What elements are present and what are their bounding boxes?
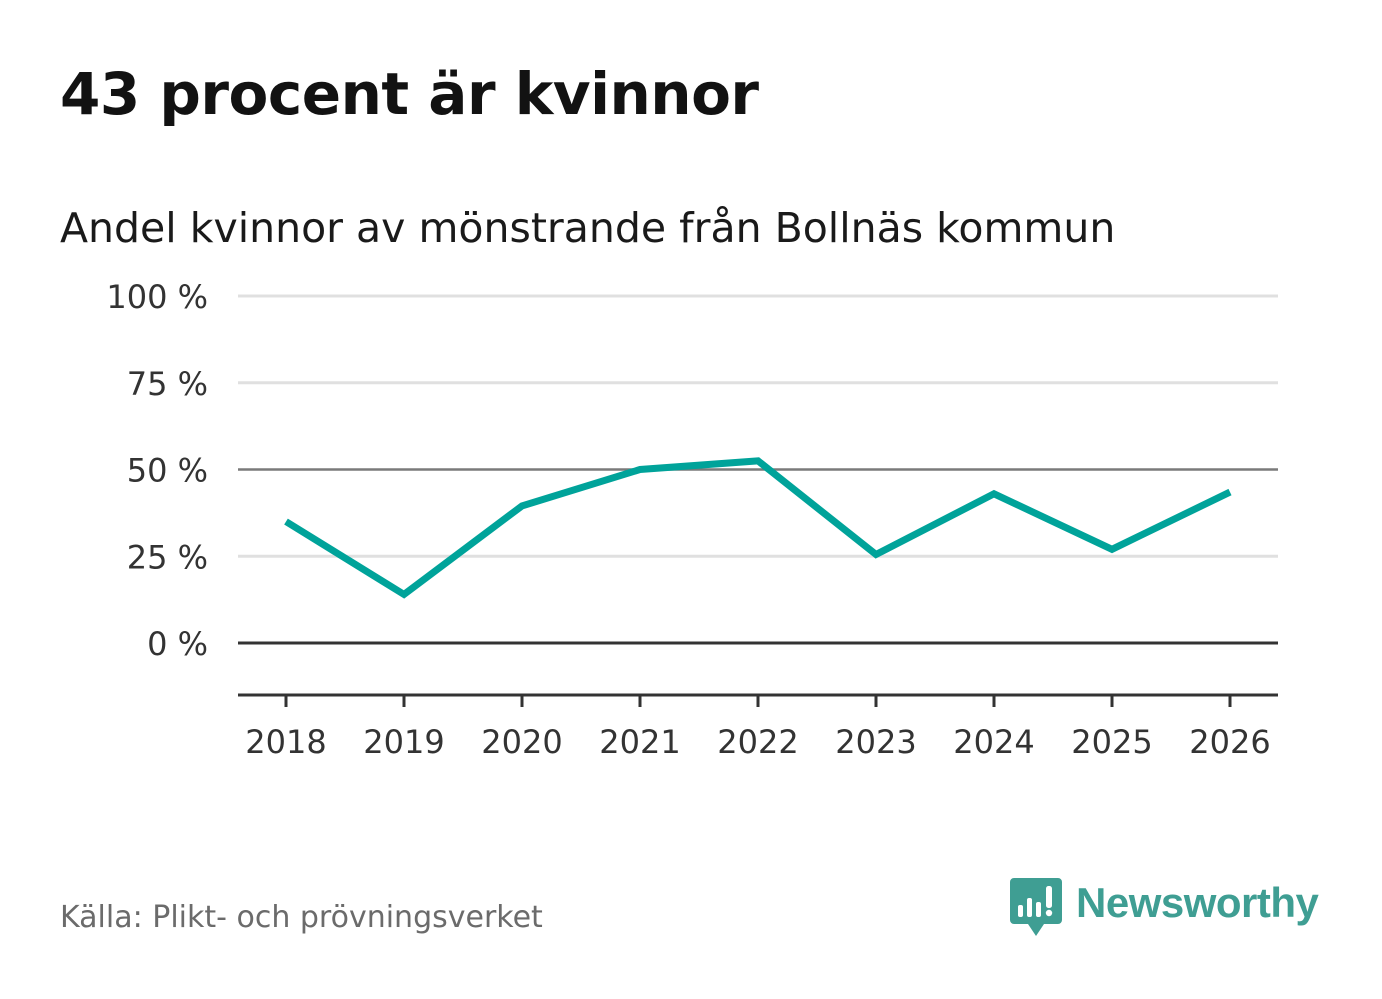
x-tick-label: 2026 (1189, 723, 1270, 761)
y-axis-tick-labels: 0 % 25 % 50 % 75 % 100 % (106, 278, 208, 663)
y-tick-label: 25 % (127, 538, 208, 576)
y-tick-label: 100 % (106, 278, 208, 316)
source-note: Källa: Plikt- och prövningsverket (60, 900, 543, 935)
x-tick-label: 2020 (481, 723, 562, 761)
x-tick-label: 2022 (717, 723, 798, 761)
x-tick-label: 2021 (599, 723, 680, 761)
x-tick-label: 2018 (245, 723, 326, 761)
x-tick-label: 2019 (363, 723, 444, 761)
x-tick-label: 2023 (835, 723, 916, 761)
newsworthy-logo-icon (1010, 878, 1062, 936)
series-lines (284, 457, 1232, 599)
grid-lines (238, 294, 1278, 645)
x-tick-label: 2024 (953, 723, 1034, 761)
series-line (284, 457, 1232, 599)
brand: Newsworthy (1010, 878, 1319, 940)
y-tick-label: 50 % (127, 452, 208, 490)
y-tick-label: 0 % (147, 625, 208, 663)
x-axis: 2018 2019 2020 2021 2022 2023 2024 2025 2026 (238, 693, 1278, 761)
y-tick-label: 75 % (127, 365, 208, 403)
brand-name: Newsworthy (1076, 879, 1319, 926)
x-tick-label: 2025 (1071, 723, 1152, 761)
chart-subtitle: Andel kvinnor av mönstrande från Bollnäs… (60, 204, 1116, 252)
chart-title: 43 procent är kvinnor (60, 60, 759, 128)
